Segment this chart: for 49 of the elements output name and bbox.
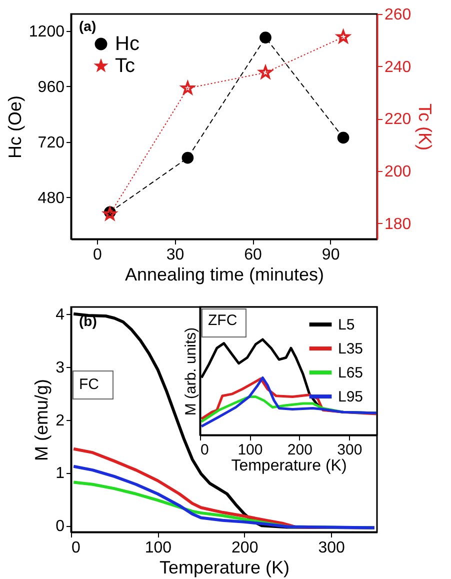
y2-tick-label: 220 <box>384 111 412 128</box>
x-tick-label: 0 <box>200 442 209 458</box>
x-tick-label: 300 <box>337 442 362 458</box>
y2-tick-label: 200 <box>384 163 412 180</box>
point <box>336 30 350 43</box>
y2-tick-label: 180 <box>384 216 412 233</box>
point <box>181 81 194 94</box>
y-tick-label: 1 <box>56 465 65 482</box>
x-tick-label: 200 <box>232 540 258 556</box>
x-tick-label: 60 <box>244 246 262 264</box>
x-tick-label: 0 <box>72 540 80 556</box>
x-axis-title: Annealing time (minutes) <box>124 264 324 284</box>
y-tick-label: 3 <box>56 359 65 376</box>
x-tick-label: 300 <box>318 540 345 556</box>
annotation: FC <box>79 376 100 393</box>
y-tick-label: 720 <box>38 134 65 152</box>
y-tick-label: 960 <box>38 78 65 96</box>
annotation: (a) <box>79 18 96 34</box>
annotation: (b) <box>79 313 97 329</box>
y2-tick-label: 240 <box>384 58 412 76</box>
y-tick-label: 2 <box>56 412 65 430</box>
y-tick-label: 4 <box>56 306 65 324</box>
point <box>182 152 194 164</box>
legend-label: L65 <box>338 364 364 382</box>
x-tick-label: 0 <box>92 246 102 264</box>
point <box>260 32 272 44</box>
y-axis-title: Hc (Oe) <box>4 96 25 158</box>
y-tick-label: 1200 <box>28 23 65 40</box>
legend-label: L5 <box>338 316 355 334</box>
x-axis-title: Temperature (K) <box>159 558 290 578</box>
legend-label: L95 <box>338 388 364 406</box>
legend-label: L35 <box>338 340 364 358</box>
legend-label: Hc <box>115 33 140 55</box>
x-tick-label: 90 <box>322 246 340 264</box>
legend-label: Tc <box>115 55 135 77</box>
y-tick-label: 480 <box>38 190 65 207</box>
y-axis-title: M (emu/g) <box>32 378 52 462</box>
point <box>337 132 350 144</box>
y-axis-title: M (arb. units) <box>182 327 200 416</box>
x-axis-title: Temperature (K) <box>231 458 347 474</box>
y-tick-label: 0 <box>56 518 65 536</box>
y2-axis-title: Tc (K) <box>415 104 436 150</box>
point <box>258 66 272 78</box>
x-tick-label: 30 <box>166 246 184 264</box>
x-tick-label: 100 <box>144 540 172 556</box>
x-tick-label: 100 <box>238 442 263 458</box>
x-tick-label: 200 <box>287 442 312 458</box>
annotation: ZFC <box>208 312 238 329</box>
y2-tick-label: 260 <box>384 6 412 24</box>
